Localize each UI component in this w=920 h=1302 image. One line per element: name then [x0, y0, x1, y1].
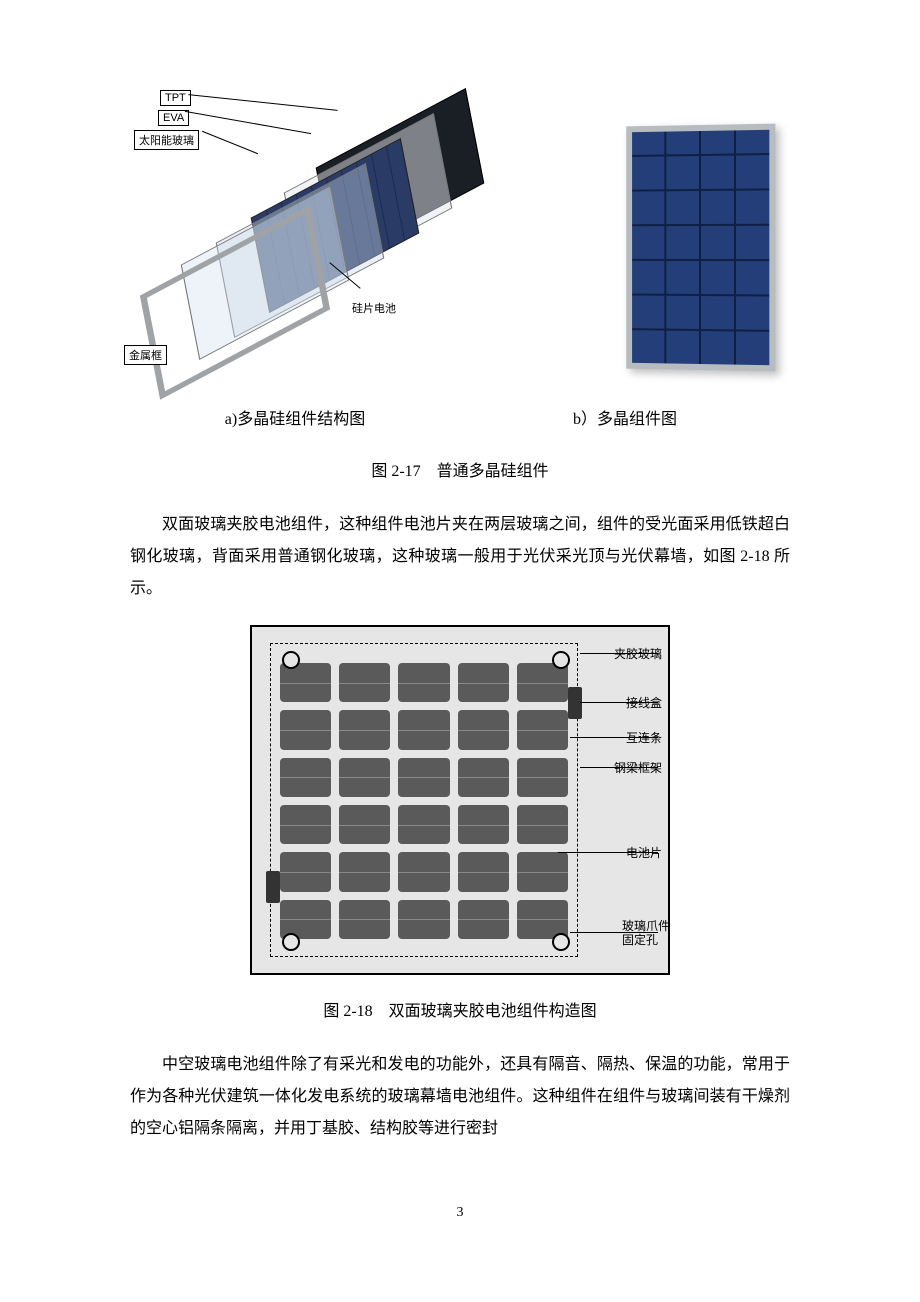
page: TPT EVA 太阳能玻璃 硅片电池 金属框 a)多晶硅组件结构图 b）多晶组件…: [0, 0, 920, 1281]
fig218-cell: [339, 663, 390, 702]
label-claw-hole: 玻璃爪件 固定孔: [622, 919, 670, 948]
exploded-view: TPT EVA 太阳能玻璃 硅片电池 金属框: [130, 90, 440, 370]
page-number: 3: [130, 1205, 790, 1221]
label-metal-frame: 金属框: [124, 345, 167, 365]
fig218-cell: [398, 852, 449, 891]
fig218-cell: [517, 758, 568, 797]
mount-hole-bl: [282, 933, 300, 951]
figure-2-17-b: [625, 125, 790, 370]
fig218-cell: [458, 900, 509, 939]
figure-2-17-subcaptions: a)多晶硅组件结构图 b）多晶组件图: [130, 405, 790, 429]
paragraph-2: 中空玻璃电池组件除了有采光和发电的功能外，还具有隔音、隔热、保温的功能，常用于作…: [130, 1049, 790, 1145]
fig218-cell: [339, 758, 390, 797]
fig218-cell: [458, 758, 509, 797]
fig218-cell: [339, 852, 390, 891]
fig218-cell: [398, 805, 449, 844]
junction-box-top: [568, 687, 582, 719]
fig218-cell: [458, 663, 509, 702]
fig218-cell: [398, 900, 449, 939]
fig218-cell: [398, 663, 449, 702]
lead-tpt: [188, 94, 337, 111]
fig218-cell: [458, 710, 509, 749]
figure-2-17-a: TPT EVA 太阳能玻璃 硅片电池 金属框: [130, 90, 440, 370]
label-eva: EVA: [158, 110, 189, 126]
label-steel-frame: 钢梁框架: [614, 759, 662, 776]
fig218-cell: [339, 900, 390, 939]
fig218-cell: [280, 663, 331, 702]
label-cell: 电池片: [626, 844, 662, 861]
junction-box-bottom: [266, 871, 280, 903]
label-junction-box: 接线盒: [626, 694, 662, 711]
fig218-cell: [398, 758, 449, 797]
subcaption-b: b）多晶组件图: [460, 405, 790, 429]
label-tpt: TPT: [160, 90, 191, 106]
figure-2-17: TPT EVA 太阳能玻璃 硅片电池 金属框: [130, 90, 790, 370]
fig218-cell: [458, 852, 509, 891]
fig218-cell: [280, 805, 331, 844]
fig218-cell: [339, 805, 390, 844]
fig218-cell: [458, 805, 509, 844]
subcaption-a: a)多晶硅组件结构图: [130, 405, 460, 429]
mount-hole-tr: [552, 651, 570, 669]
fig218-cell: [517, 805, 568, 844]
figure-2-18-wrap: 夹胶玻璃 接线盒 互连条 钢梁框架 电池片 玻璃爪件 固定孔: [130, 625, 790, 975]
label-interconnect: 互连条: [626, 729, 662, 746]
label-solar-glass: 太阳能玻璃: [134, 130, 199, 150]
mount-hole-tl: [282, 651, 300, 669]
label-laminated-glass: 夹胶玻璃: [614, 645, 662, 662]
fig218-cell: [339, 710, 390, 749]
figure-2-17-caption: 图 2-17 普通多晶硅组件: [130, 457, 790, 481]
fig218-cell: [517, 710, 568, 749]
mount-hole-br: [552, 933, 570, 951]
polycrystalline-panel: [626, 124, 775, 372]
fig218-cell: [280, 758, 331, 797]
fig218-cell-grid: [280, 663, 568, 939]
figure-2-18-caption: 图 2-18 双面玻璃夹胶电池组件构造图: [130, 997, 790, 1021]
lead-solar-glass: [202, 131, 258, 154]
figure-2-18: 夹胶玻璃 接线盒 互连条 钢梁框架 电池片 玻璃爪件 固定孔: [250, 625, 670, 975]
label-si-cell: 硅片电池: [352, 300, 396, 316]
fig218-cell: [280, 710, 331, 749]
fig218-cell: [280, 852, 331, 891]
paragraph-1: 双面玻璃夹胶电池组件，这种组件电池片夹在两层玻璃之间，组件的受光面采用低铁超白钢…: [130, 509, 790, 605]
fig218-cell: [517, 852, 568, 891]
fig218-cell: [398, 710, 449, 749]
